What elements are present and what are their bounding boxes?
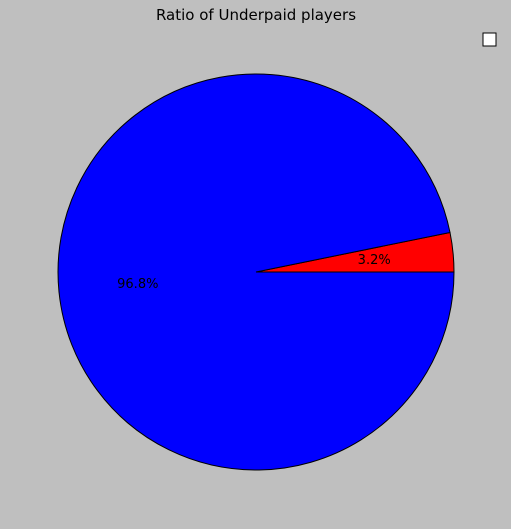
pie-labels: 3.2% 96.8% xyxy=(117,253,391,292)
chart-title: Ratio of Underpaid players xyxy=(156,6,356,24)
pie-slices xyxy=(57,73,455,471)
pie-slice-label-0: 3.2% xyxy=(358,253,391,268)
pie-slice-label-1: 96.8% xyxy=(117,277,158,292)
legend-box xyxy=(482,32,497,47)
pie-slice-1 xyxy=(57,73,455,471)
